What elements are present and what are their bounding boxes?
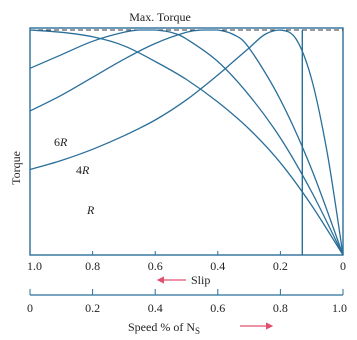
max-torque-label: Max. Torque — [129, 10, 191, 24]
speed-tick-label: 0 — [27, 301, 33, 315]
series-label-4r-number: 4 — [76, 163, 82, 177]
series-label-r-italic: R — [86, 203, 95, 217]
torque-curves — [29, 29, 344, 256]
plot-frame — [29, 27, 344, 256]
speed-tick-label: 0.8 — [273, 301, 288, 315]
series-label-4r-italic: R — [81, 163, 90, 177]
series-label-6r-number: 6 — [54, 135, 60, 149]
y-axis-label: Torque — [9, 151, 23, 185]
series-label-6r-italic: R — [59, 135, 68, 149]
slip-tick-label: 0.6 — [148, 259, 163, 273]
speed-tick-label: 0.2 — [85, 301, 100, 315]
curve-6r — [29, 29, 344, 256]
speed-tick-label: 0.4 — [148, 301, 163, 315]
curve-envelope — [29, 29, 344, 256]
slip-tick-label: 0 — [340, 259, 346, 273]
slip-tick-label: 0.2 — [273, 259, 288, 273]
slip-tick-label: 0.8 — [85, 259, 100, 273]
series-label-4r: 4R — [76, 163, 90, 177]
series-label-6r: 6R — [54, 135, 68, 149]
slip-tick-label: 1.0 — [27, 259, 42, 273]
slip-tick-label: 0.4 — [210, 259, 225, 273]
speed-axis-label-sub: S — [195, 326, 200, 336]
speed-axis-ticks: 0 0.2 0.4 0.6 0.8 1.0 — [27, 289, 347, 315]
speed-axis-label-main: Speed % of N — [128, 320, 195, 334]
slip-axis-ticks: 1.0 0.8 0.6 0.4 0.2 0 — [27, 251, 346, 273]
slip-direction-label: Slip — [191, 273, 210, 287]
curve-4r — [29, 29, 344, 256]
speed-axis-label: Speed % of NS — [128, 320, 200, 336]
speed-tick-label: 0.6 — [210, 301, 225, 315]
curve-r — [29, 29, 344, 256]
speed-tick-label: 1.0 — [332, 301, 347, 315]
series-label-r: R — [86, 203, 95, 217]
